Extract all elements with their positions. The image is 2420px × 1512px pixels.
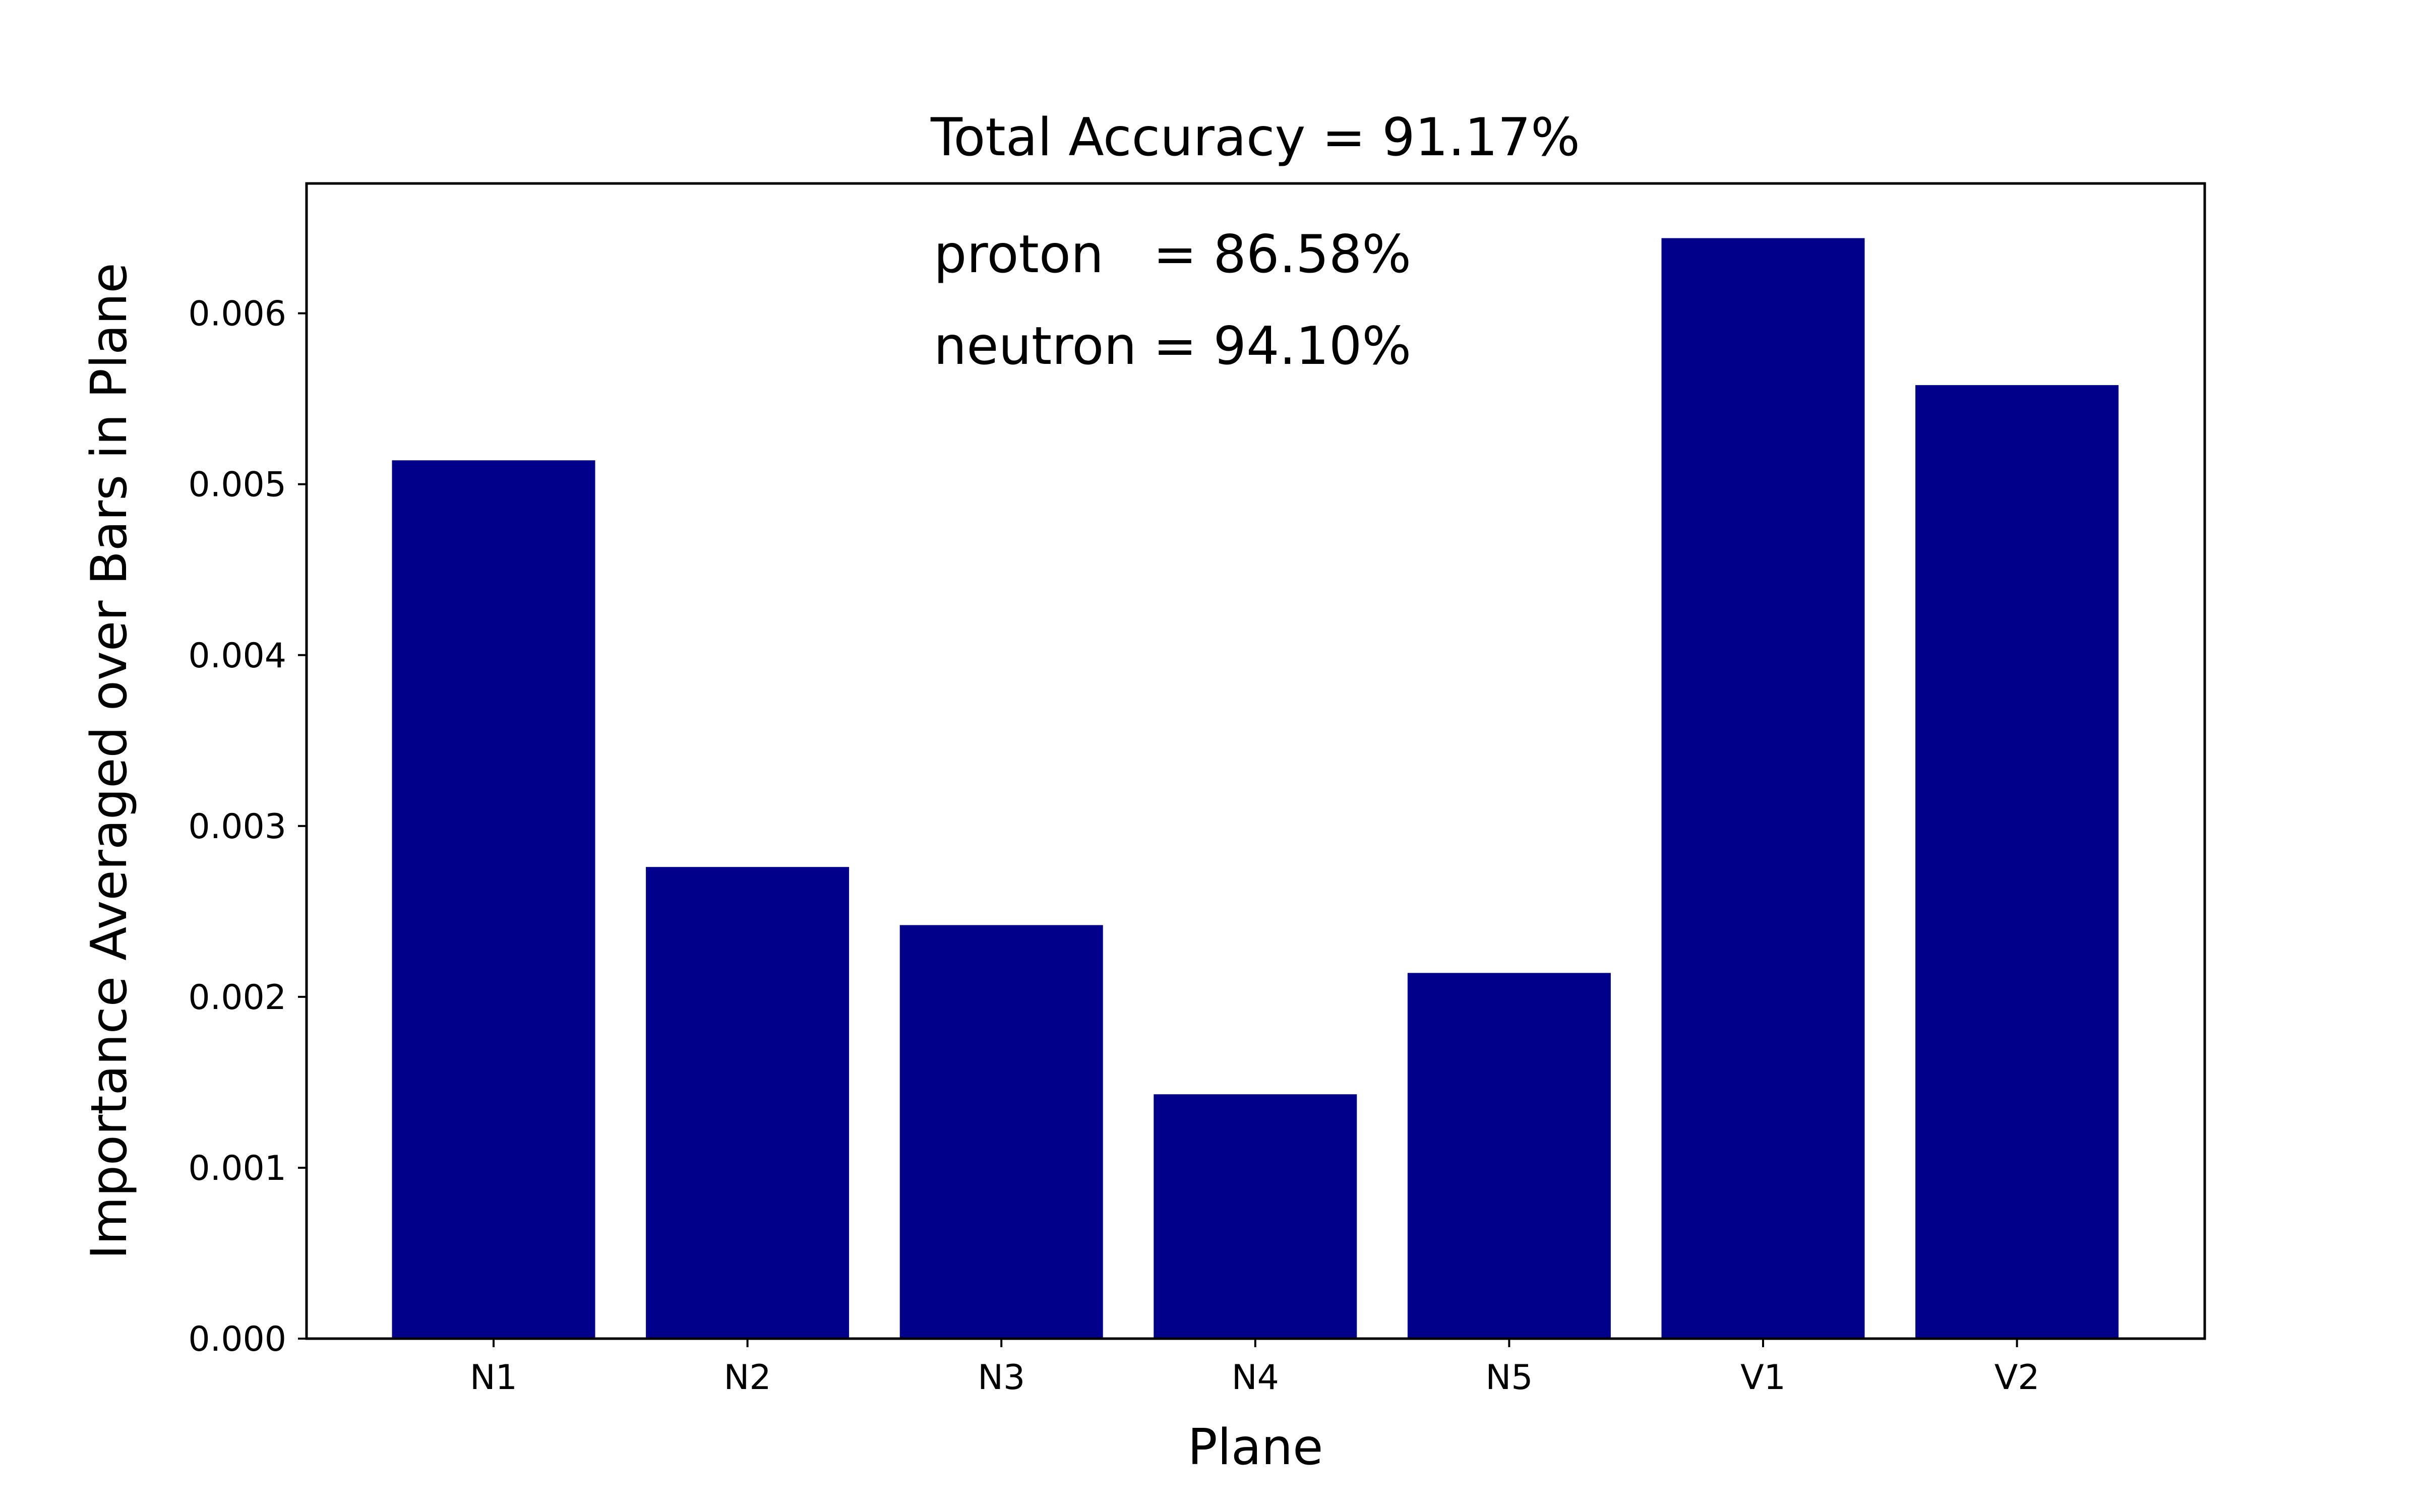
x-tick-label: V1 (1740, 1358, 1786, 1398)
x-tick-label: V2 (1994, 1358, 2040, 1398)
x-tick-label: N2 (724, 1358, 771, 1398)
annotation-neutron: neutron = 94.10% (934, 316, 1411, 376)
bar-n2 (646, 867, 850, 1339)
y-tick-label: 0.003 (188, 807, 286, 847)
bar-n3 (899, 925, 1103, 1339)
y-tick-label: 0.002 (188, 978, 286, 1018)
y-tick-label: 0.005 (188, 465, 286, 505)
y-tick-label: 0.001 (188, 1149, 286, 1188)
chart-title: Total Accuracy = 91.17% (930, 107, 1580, 168)
y-tick-label: 0.004 (188, 636, 286, 676)
x-axis-label: Plane (1188, 1419, 1323, 1476)
y-tick-label: 0.000 (188, 1319, 286, 1359)
x-tick-label: N4 (1232, 1358, 1279, 1398)
annotation-proton: proton = 86.58% (934, 224, 1411, 285)
bar-v1 (1661, 238, 1865, 1339)
y-tick-label: 0.006 (188, 294, 286, 334)
bar-n1 (392, 460, 595, 1339)
x-axis-ticks: N1 N2 N3 N4 N5 V1 V2 (470, 1339, 2040, 1398)
bar-n4 (1154, 1094, 1357, 1339)
x-tick-label: N3 (978, 1358, 1025, 1398)
bar-v2 (1915, 385, 2119, 1339)
x-tick-label: N5 (1485, 1358, 1533, 1398)
y-axis-ticks: 0.000 0.001 0.002 0.003 0.004 0.005 0.006 (188, 294, 307, 1359)
y-axis-label: Importance Averaged over Bars in Plane (81, 263, 138, 1259)
bars-group (392, 238, 2119, 1339)
plot-frame (305, 182, 2206, 1340)
bar-n5 (1407, 973, 1611, 1339)
x-tick-label: N1 (470, 1358, 517, 1398)
